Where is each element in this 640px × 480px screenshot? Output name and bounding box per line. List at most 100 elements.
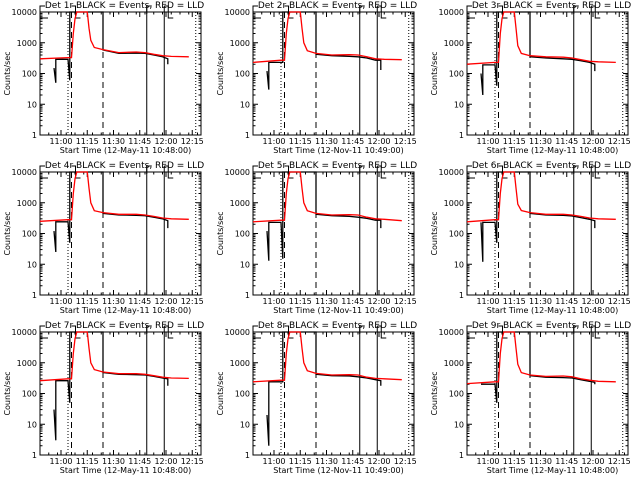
x-tick-label: 11:00: [476, 297, 499, 306]
y-tick-label: 1000: [444, 39, 464, 48]
events-series-line: [480, 171, 596, 262]
x-tick-label: 11:15: [289, 137, 312, 146]
y-tick-label: 10000: [12, 328, 37, 337]
panel-8: Det 8r BLACK = Events, RED = LLD Counts/s…: [216, 321, 417, 475]
x-axis-label: Start Time (12-Nov-11 10:49:00): [273, 146, 403, 155]
x-tick-label: 11:45: [555, 137, 578, 146]
y-tick-label: 100: [235, 70, 250, 79]
plot-frame: [252, 331, 415, 456]
events-series-line: [53, 171, 169, 253]
panel-title: Det 5r BLACK = Events, RED = LLD: [258, 161, 417, 171]
lld-series-line: [466, 171, 616, 223]
x-tick-label: 11:45: [555, 457, 578, 466]
y-tick-label: 10000: [439, 168, 464, 177]
y-tick-label: 10000: [225, 168, 250, 177]
panel-title: Det 7r BLACK = Events, RED = LLD: [45, 321, 204, 331]
x-tick-label: 12:15: [181, 297, 204, 306]
y-axis-label: Counts/sec: [3, 51, 12, 95]
x-tick-label: 11:15: [503, 457, 526, 466]
bracket-marker: [591, 165, 601, 179]
x-tick-label: 11:00: [262, 297, 285, 306]
lld-series-line: [252, 171, 402, 223]
y-tick-label: 1: [32, 451, 37, 460]
x-tick-label: 11:00: [49, 137, 72, 146]
lld-series-line: [39, 331, 189, 382]
y-tick-label: 10: [454, 260, 464, 269]
events-series-line: [481, 331, 596, 403]
bracket-marker: [252, 165, 258, 178]
x-tick-label: 11:45: [128, 137, 151, 146]
x-tick-label: 12:00: [581, 137, 604, 146]
y-tick-label: 1: [245, 131, 250, 140]
bracket-marker: [164, 325, 174, 339]
x-tick-label: 11:15: [289, 457, 312, 466]
plot-frame: [466, 11, 629, 136]
events-series-line: [480, 11, 596, 96]
x-tick-label: 12:15: [394, 137, 417, 146]
panel-title: Det 9r BLACK = Events, RED = LLD: [472, 321, 631, 331]
panel-title: Det 4r BLACK = Events, RED = LLD: [45, 161, 204, 171]
x-tick-label: 11:15: [76, 137, 99, 146]
x-axis-label: Start Time (12-May-11 10:48:00): [60, 146, 191, 155]
y-tick-label: 10: [454, 420, 464, 429]
plot-frame: [252, 171, 415, 296]
y-tick-label: 10000: [12, 8, 37, 17]
y-tick-label: 10: [454, 100, 464, 109]
panel-title: Det 3r BLACK = Events, RED = LLD: [472, 1, 631, 11]
x-tick-label: 12:00: [581, 297, 604, 306]
y-tick-label: 1000: [17, 39, 37, 48]
y-tick-label: 100: [449, 230, 464, 239]
x-tick-label: 12:15: [608, 137, 631, 146]
bracket-marker: [377, 5, 387, 19]
y-tick-label: 10000: [439, 328, 464, 337]
y-axis-label: Counts/sec: [430, 211, 439, 255]
y-tick-label: 100: [449, 70, 464, 79]
y-tick-label: 1: [459, 291, 464, 300]
bracket-marker: [146, 165, 152, 174]
panel-title: Det 2r BLACK = Events, RED = LLD: [258, 1, 417, 11]
y-tick-label: 100: [22, 70, 37, 79]
y-tick-label: 1000: [444, 199, 464, 208]
bracket-marker: [377, 325, 387, 339]
y-tick-label: 1: [32, 131, 37, 140]
y-tick-label: 10000: [225, 328, 250, 337]
x-tick-label: 12:00: [581, 457, 604, 466]
bracket-marker: [146, 325, 152, 334]
y-tick-label: 1000: [230, 39, 250, 48]
x-tick-label: 11:00: [476, 137, 499, 146]
x-tick-label: 11:00: [476, 457, 499, 466]
x-tick-label: 11:45: [128, 457, 151, 466]
y-tick-label: 10000: [439, 8, 464, 17]
y-tick-label: 1: [459, 131, 464, 140]
x-tick-label: 11:30: [102, 457, 125, 466]
y-tick-label: 10: [27, 260, 37, 269]
y-tick-label: 100: [22, 230, 37, 239]
x-tick-label: 12:15: [608, 457, 631, 466]
panel-1: Det 1r BLACK = Events, RED = LLD Counts/s…: [3, 1, 204, 155]
y-tick-label: 100: [235, 390, 250, 399]
bracket-marker: [377, 165, 387, 179]
y-tick-label: 10: [27, 100, 37, 109]
y-tick-label: 10: [240, 100, 250, 109]
panel-7: Det 7r BLACK = Events, RED = LLD Counts/s…: [3, 321, 204, 475]
x-tick-label: 12:15: [181, 137, 204, 146]
panel-9: Det 9r BLACK = Events, RED = LLD Counts/s…: [430, 321, 631, 475]
bracket-marker: [359, 5, 365, 14]
y-tick-label: 1: [245, 291, 250, 300]
y-tick-label: 10: [240, 260, 250, 269]
y-axis-label: Counts/sec: [3, 371, 12, 415]
bracket-marker: [573, 5, 579, 14]
x-tick-label: 11:00: [49, 297, 72, 306]
plot-frame: [466, 171, 629, 296]
bracket-marker: [39, 325, 45, 338]
y-axis-label: Counts/sec: [216, 371, 225, 415]
panel-3: Det 3r BLACK = Events, RED = LLD Counts/s…: [430, 1, 631, 155]
bracket-marker: [359, 325, 365, 334]
plot-frame: [466, 331, 629, 456]
x-tick-label: 11:15: [503, 297, 526, 306]
x-axis-label: Start Time (12-Nov-11 10:49:00): [273, 306, 403, 315]
y-tick-label: 10000: [12, 168, 37, 177]
y-tick-label: 1000: [17, 199, 37, 208]
x-tick-label: 11:30: [315, 457, 338, 466]
